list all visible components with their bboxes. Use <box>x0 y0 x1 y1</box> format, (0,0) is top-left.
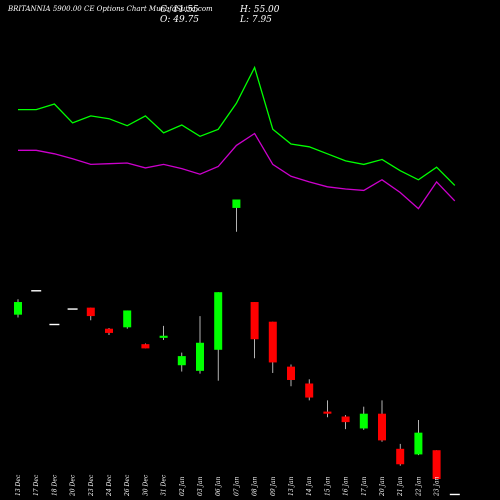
x-tick-label: 09 Jan <box>270 476 277 496</box>
x-tick-label: 31 Dec <box>161 474 168 496</box>
candle-body <box>123 310 132 328</box>
candle-body <box>159 335 168 338</box>
indicator-lines <box>18 65 456 210</box>
candle-5 <box>86 307 95 321</box>
x-tick-label: 30 Dec <box>142 474 149 496</box>
candle-8 <box>141 343 150 349</box>
candle-1 <box>14 299 22 318</box>
candle-body <box>341 416 350 423</box>
x-axis: 13 Dec 17 Dec 18 Dec 20 Dec 23 Dec 24 Dec 26 D… <box>15 474 441 497</box>
candle-body <box>323 411 332 414</box>
candle-body <box>305 383 314 398</box>
candle-10 <box>177 352 186 372</box>
x-tick-label: 23 Dec <box>88 474 95 497</box>
x-tick-label: 02 Jan <box>179 476 186 496</box>
x-tick-label: 18 Dec <box>51 474 58 496</box>
candle-20 <box>359 406 368 430</box>
x-tick-label: 26 Dec <box>124 474 131 497</box>
high-value: H: 55.00 <box>240 5 280 15</box>
candle-16 <box>287 364 295 387</box>
x-tick-label: 06 Jan <box>215 476 222 496</box>
candle-body <box>196 342 204 371</box>
candle-6 <box>105 328 113 336</box>
candle-12 <box>214 292 223 381</box>
candle-19 <box>341 415 350 430</box>
candle-body <box>268 321 277 363</box>
x-tick-label: 13 Dec <box>15 474 22 496</box>
candle-body <box>378 413 386 441</box>
x-tick-label: 20 Dec <box>70 474 77 497</box>
x-tick-label: 21 Jan <box>397 476 404 497</box>
candle-23 <box>414 420 423 456</box>
candle-7 <box>123 310 132 329</box>
x-tick-label: 07 Jan <box>233 476 240 496</box>
x-tick-label: 22 Jan <box>415 476 422 497</box>
x-tick-label: 08 Jan <box>252 476 259 496</box>
candle-body <box>414 432 423 455</box>
candle-9 <box>159 325 168 340</box>
candle-body <box>177 356 186 366</box>
x-tick-label: 13 Jan <box>288 476 295 496</box>
candle-13 <box>232 199 241 232</box>
candle-body <box>86 307 95 317</box>
x-tick-label: 16 Jan <box>343 476 350 496</box>
x-tick-label: 17 Jan <box>361 476 368 496</box>
candle-18 <box>323 400 332 418</box>
candle-15 <box>268 321 277 373</box>
upper-line <box>18 65 456 186</box>
x-tick-label: 03 Jan <box>197 476 204 496</box>
candle-21 <box>378 400 386 442</box>
candle-body <box>396 448 405 465</box>
candle-body <box>432 450 441 480</box>
candle-11 <box>196 316 204 374</box>
close-value: C: 11.55 <box>160 5 199 15</box>
candle-body <box>141 344 150 349</box>
x-tick-label: 15 Jan <box>324 476 331 496</box>
candle-body <box>14 302 22 315</box>
chart-title: BRITANNIA 5900.00 CE Options Chart Munaf… <box>8 5 213 13</box>
candle-17 <box>305 379 314 401</box>
x-tick-label: 24 Dec <box>106 474 113 497</box>
x-tick-label: 17 Dec <box>33 474 40 496</box>
candle-body <box>214 292 223 350</box>
candle-24 <box>432 450 441 480</box>
candle-body <box>359 413 368 429</box>
x-tick-label: 23 Jan <box>434 476 441 497</box>
candle-body <box>232 199 241 208</box>
low-value: L: 7.95 <box>240 15 272 25</box>
open-value: O: 49.75 <box>160 15 200 25</box>
candle-body <box>105 328 113 333</box>
candle-14 <box>250 302 259 359</box>
candles <box>14 199 460 496</box>
x-tick-label: 20 Jan <box>379 476 386 497</box>
x-tick-label: 14 Jan <box>306 476 313 496</box>
candle-body <box>250 302 259 340</box>
candle-body <box>287 366 295 380</box>
lower-line <box>18 132 456 210</box>
candle-22 <box>396 443 405 466</box>
